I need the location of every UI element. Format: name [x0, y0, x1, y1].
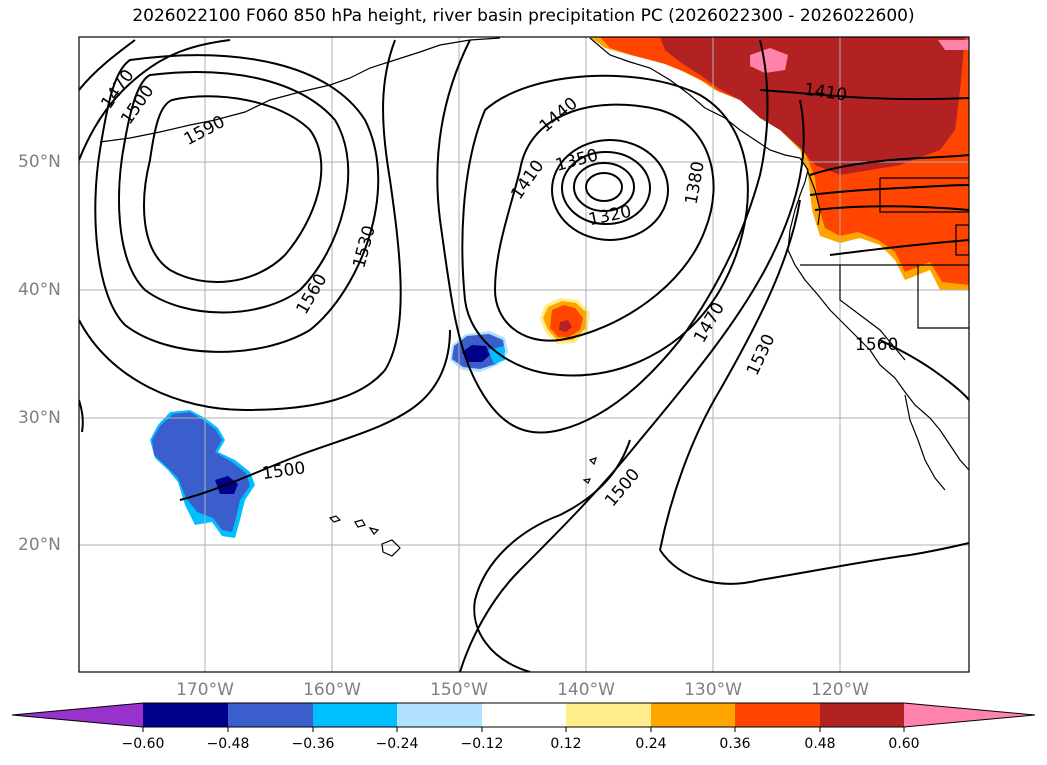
- colorbar-tick: −0.24: [375, 736, 419, 752]
- lat-label-20n: 20°N: [18, 535, 61, 555]
- lon-label-140w: 140°W: [557, 680, 615, 700]
- graticule: [79, 37, 969, 672]
- negative-precip-center: [450, 331, 508, 372]
- lon-label-130w: 130°W: [684, 680, 742, 700]
- colorbar-bin: [651, 703, 735, 727]
- colorbar-tick: −0.36: [291, 736, 335, 752]
- colorbar-tick: 0.12: [550, 736, 582, 752]
- colorbar-bin: [820, 703, 904, 727]
- colorbar-extend-high: [904, 703, 1035, 727]
- lat-label-30n: 30°N: [18, 408, 61, 428]
- colorbar-tick: 0.60: [888, 736, 920, 752]
- colorbar-bin: [482, 703, 566, 727]
- colorbar-extend-low: [12, 703, 143, 727]
- coastlines: [99, 37, 969, 557]
- colorbar-bin: [228, 703, 313, 727]
- colorbar-bin: [143, 703, 228, 727]
- colorbar-bin: [566, 703, 651, 727]
- lat-label-40n: 40°N: [18, 280, 61, 300]
- map-frame: [78, 36, 970, 673]
- colorbar-bin: [397, 703, 482, 727]
- lon-label-150w: 150°W: [430, 680, 488, 700]
- lat-label-50n: 50°N: [18, 152, 61, 172]
- colorbar: [11, 702, 1036, 732]
- map-title: 2026022100 F060 850 hPa height, river ba…: [132, 6, 915, 26]
- colorbar-bin: [313, 703, 397, 727]
- colorbar-tick: −0.48: [206, 736, 250, 752]
- colorbar-tick: −0.12: [460, 736, 504, 752]
- contour-label: 1560: [855, 335, 898, 355]
- lon-label-170w: 170°W: [176, 680, 234, 700]
- height-contours: [79, 39, 969, 672]
- lon-label-160w: 160°W: [303, 680, 361, 700]
- colorbar-bin: [735, 703, 820, 727]
- colorbar-tick: 0.24: [635, 736, 667, 752]
- lon-label-120w: 120°W: [811, 680, 869, 700]
- colorbar-tick: 0.36: [719, 736, 751, 752]
- colorbar-tick: −0.60: [121, 736, 165, 752]
- colorbar-tick: 0.48: [804, 736, 836, 752]
